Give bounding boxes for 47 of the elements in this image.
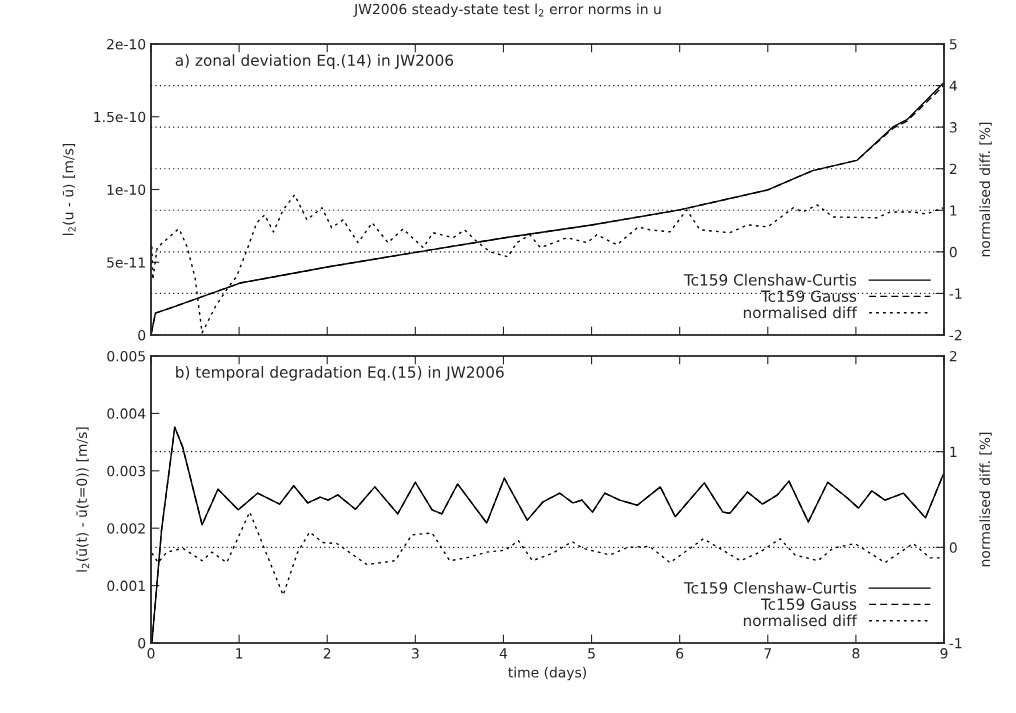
y2-tick-label: 0 — [949, 246, 957, 258]
y2-tick-label: 5 — [949, 39, 957, 50]
x-tick-label: 8 — [852, 648, 860, 659]
y2-tick-label: -1 — [949, 288, 962, 299]
x-axis-title: time (days) — [508, 666, 587, 681]
legend-label: Tc159 Clenshaw-Curtis — [683, 273, 857, 286]
x-tick-label: 4 — [499, 648, 508, 659]
y-tick-label: 0.001 — [107, 580, 145, 592]
annotation: a) zonal deviation Eq.(14) in JW2006 — [175, 54, 454, 69]
y2-tick-label: 1 — [950, 205, 957, 216]
y-tick-label: 1e-10 — [107, 184, 146, 195]
y2-axis-title: normalised diff. [%] — [979, 432, 992, 567]
y-tick-label: 0 — [138, 329, 146, 341]
y2-tick-label: 1 — [950, 446, 957, 457]
y-tick-label: 0.004 — [107, 408, 146, 419]
y2-axis-title: normalised diff. [%] — [979, 122, 992, 257]
y-tick-label: 0.005 — [107, 350, 145, 362]
y2-tick-label: 3 — [949, 122, 957, 133]
annotation: b) temporal degradation Eq.(15) in JW2006 — [176, 366, 504, 381]
y-axis-title: l$_{2}$(u - ū) [m/s] — [62, 143, 76, 235]
y-tick-label: 5e-11 — [107, 257, 145, 268]
y-tick-label: 1.5e-10 — [94, 111, 146, 123]
x-tick-label: 0 — [147, 648, 155, 659]
legend-label: Tc159 Gauss — [760, 290, 857, 302]
y-tick-label: 2e-10 — [107, 38, 146, 50]
y-axis-title: l$_{2}$(ū(t) - ū(t=0)) [m/s] — [76, 427, 90, 572]
y2-tick-label: -2 — [949, 329, 962, 341]
y2-tick-label: -1 — [949, 638, 962, 649]
x-tick-label: 9 — [940, 648, 948, 659]
y2-tick-label: 0 — [949, 542, 957, 553]
y-tick-label: 0.003 — [107, 465, 146, 477]
x-tick-label: 6 — [676, 648, 684, 659]
legend-label: Tc159 Gauss — [760, 598, 857, 610]
x-tick-label: 1 — [236, 648, 243, 659]
chart-title: JW2006 steady-state test l$_{2}$ error norms in u — [353, 3, 661, 18]
legend-label: normalised diff — [743, 614, 858, 627]
legend-label: normalised diff — [743, 306, 858, 319]
y-tick-label: 0 — [138, 637, 146, 649]
y2-tick-label: 2 — [949, 350, 957, 362]
x-tick-label: 2 — [323, 648, 331, 659]
y2-tick-label: 4 — [949, 80, 957, 91]
x-tick-label: 3 — [411, 648, 419, 659]
legend-label: Tc159 Clenshaw-Curtis — [683, 581, 857, 594]
x-tick-label: 7 — [764, 648, 772, 659]
x-tick-label: 5 — [588, 648, 595, 659]
y-tick-label: 0.002 — [107, 523, 145, 534]
y2-tick-label: 2 — [949, 163, 957, 174]
